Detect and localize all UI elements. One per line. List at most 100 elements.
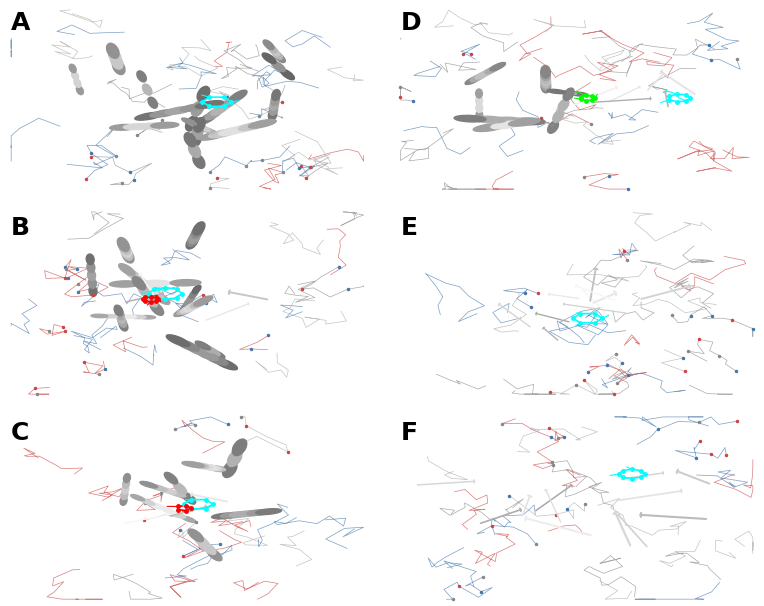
Text: F: F <box>400 421 417 445</box>
Ellipse shape <box>513 118 545 125</box>
Ellipse shape <box>269 104 277 115</box>
Ellipse shape <box>164 472 178 484</box>
Ellipse shape <box>86 254 94 265</box>
Ellipse shape <box>118 241 131 255</box>
Ellipse shape <box>110 315 127 318</box>
Ellipse shape <box>473 124 505 132</box>
Ellipse shape <box>184 298 193 307</box>
Ellipse shape <box>214 358 238 370</box>
Ellipse shape <box>272 50 283 59</box>
Ellipse shape <box>190 133 202 147</box>
Ellipse shape <box>129 315 146 319</box>
Ellipse shape <box>205 353 228 365</box>
Ellipse shape <box>168 490 186 497</box>
Ellipse shape <box>221 512 246 518</box>
Ellipse shape <box>485 65 500 73</box>
Ellipse shape <box>110 124 138 130</box>
Ellipse shape <box>74 79 81 87</box>
Ellipse shape <box>106 43 119 58</box>
Ellipse shape <box>191 122 206 130</box>
Ellipse shape <box>541 80 551 93</box>
Ellipse shape <box>118 316 127 327</box>
Ellipse shape <box>476 104 483 113</box>
Ellipse shape <box>207 466 230 472</box>
Ellipse shape <box>248 119 277 128</box>
Ellipse shape <box>89 286 97 296</box>
Ellipse shape <box>269 47 280 56</box>
Ellipse shape <box>123 124 151 130</box>
Ellipse shape <box>186 116 198 131</box>
Ellipse shape <box>171 512 186 518</box>
Ellipse shape <box>262 53 276 64</box>
Ellipse shape <box>177 493 196 500</box>
Ellipse shape <box>194 535 209 548</box>
Ellipse shape <box>186 236 198 249</box>
Ellipse shape <box>189 290 198 298</box>
Ellipse shape <box>167 335 189 347</box>
Ellipse shape <box>187 299 206 310</box>
Ellipse shape <box>150 110 178 117</box>
Ellipse shape <box>209 350 225 359</box>
Ellipse shape <box>190 227 202 241</box>
Ellipse shape <box>140 481 157 488</box>
Ellipse shape <box>193 118 205 132</box>
Ellipse shape <box>180 303 199 313</box>
Ellipse shape <box>184 133 196 147</box>
Ellipse shape <box>89 278 96 288</box>
Ellipse shape <box>148 97 157 108</box>
Ellipse shape <box>228 124 257 133</box>
Ellipse shape <box>271 95 280 105</box>
Ellipse shape <box>121 485 128 494</box>
Ellipse shape <box>256 508 282 514</box>
Ellipse shape <box>132 277 146 290</box>
Ellipse shape <box>188 529 203 542</box>
Ellipse shape <box>88 270 96 281</box>
Ellipse shape <box>238 122 267 130</box>
Ellipse shape <box>203 465 225 471</box>
Ellipse shape <box>270 99 279 110</box>
Ellipse shape <box>541 78 551 90</box>
Ellipse shape <box>200 542 216 554</box>
Ellipse shape <box>193 155 205 168</box>
Ellipse shape <box>491 121 523 129</box>
Ellipse shape <box>476 89 482 98</box>
Ellipse shape <box>541 70 550 83</box>
Ellipse shape <box>217 99 235 111</box>
Ellipse shape <box>205 108 223 119</box>
Ellipse shape <box>138 285 152 298</box>
Ellipse shape <box>154 293 170 304</box>
Ellipse shape <box>142 84 152 95</box>
Ellipse shape <box>149 484 167 491</box>
Ellipse shape <box>193 222 205 235</box>
Ellipse shape <box>268 109 277 120</box>
Ellipse shape <box>193 285 201 294</box>
Ellipse shape <box>541 73 550 85</box>
Ellipse shape <box>182 462 204 467</box>
Ellipse shape <box>454 115 486 122</box>
Ellipse shape <box>139 316 156 319</box>
Ellipse shape <box>124 473 131 482</box>
Ellipse shape <box>131 494 144 501</box>
Ellipse shape <box>190 298 209 308</box>
Ellipse shape <box>196 341 211 350</box>
Ellipse shape <box>151 122 179 128</box>
Ellipse shape <box>563 88 574 101</box>
Text: A: A <box>11 11 31 35</box>
Ellipse shape <box>120 496 127 505</box>
Ellipse shape <box>70 64 76 73</box>
Ellipse shape <box>141 499 155 505</box>
Ellipse shape <box>490 62 506 71</box>
Ellipse shape <box>186 462 209 468</box>
Ellipse shape <box>130 273 147 285</box>
Ellipse shape <box>189 230 201 244</box>
Ellipse shape <box>475 71 490 79</box>
Ellipse shape <box>87 262 95 273</box>
Ellipse shape <box>191 101 204 116</box>
Ellipse shape <box>229 511 255 517</box>
Ellipse shape <box>119 320 128 331</box>
Ellipse shape <box>181 302 189 311</box>
Ellipse shape <box>151 302 163 315</box>
Text: B: B <box>11 216 30 239</box>
Ellipse shape <box>142 283 158 295</box>
Ellipse shape <box>541 75 551 88</box>
